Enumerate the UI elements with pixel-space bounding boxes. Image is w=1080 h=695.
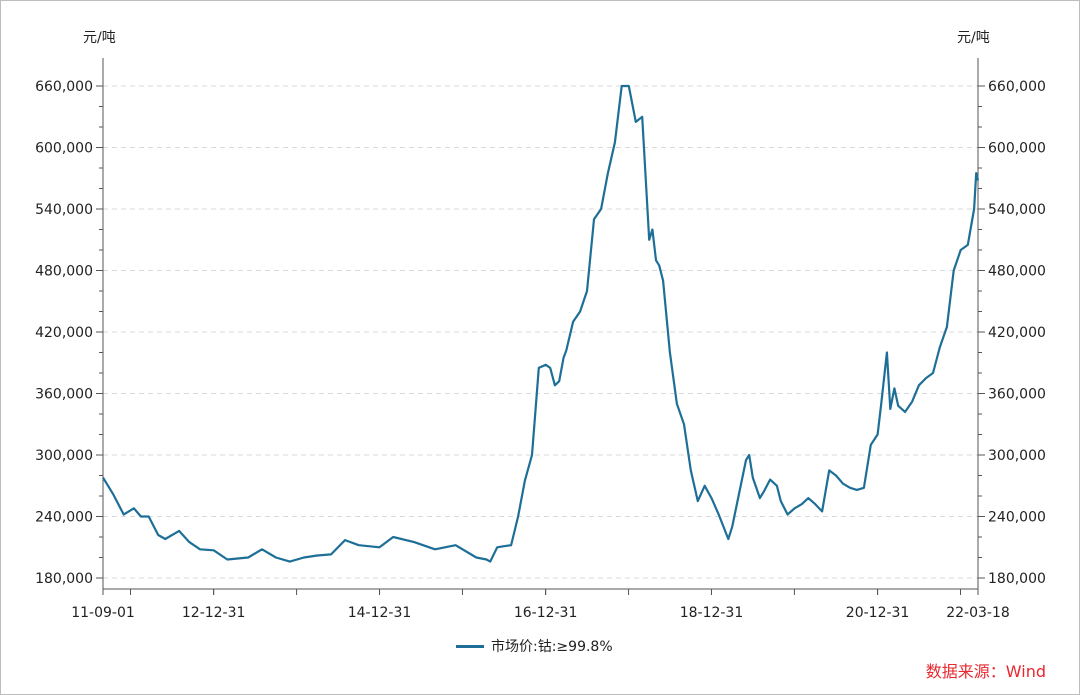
gridlines	[103, 85, 978, 579]
y-tick-label-right: 360,000	[988, 387, 1046, 403]
y-tick-label-right: 420,000	[988, 325, 1046, 341]
x-tick-label: 18-12-31	[680, 605, 744, 621]
y-tick-label-right: 540,000	[988, 202, 1046, 218]
axes	[96, 58, 985, 590]
y-axis-unit-left: 元/吨	[83, 30, 116, 46]
legend: 市场价:钴:≥99.8%	[456, 636, 613, 656]
series-line	[102, 84, 980, 563]
y-tick-label-left: 660,000	[35, 79, 93, 95]
x-tick-label: 22-03-18	[946, 605, 1010, 621]
y-tick-label-left: 420,000	[35, 325, 93, 341]
y-tick-label-right: 180,000	[988, 571, 1046, 587]
y-tick-label-left: 600,000	[35, 141, 93, 157]
y-tick-label-left: 180,000	[35, 571, 93, 587]
legend-label: 市场价:钴:≥99.8%	[491, 639, 613, 655]
legend-swatch	[456, 644, 484, 648]
y-axis-right: 180,000 240,000 300,000 360,000 420,000 480,0…	[988, 79, 1046, 587]
y-axis-unit-right: 元/吨	[957, 30, 990, 46]
y-tick-label-right: 600,000	[988, 141, 1046, 157]
y-tick-label-left: 360,000	[35, 387, 93, 403]
series-layer	[102, 84, 980, 563]
y-axis-left: 180,000 240,000 300,000 360,000 420,000 480,0…	[35, 79, 93, 587]
x-tick-label: 20-12-31	[846, 605, 910, 621]
y-tick-label-left: 540,000	[35, 202, 93, 218]
x-axis: 11-09-01 12-12-31 14-12-31 16-12-31 18-12-31…	[71, 589, 1010, 621]
y-tick-label-left: 240,000	[35, 510, 93, 526]
x-tick-label: 11-09-01	[71, 605, 135, 621]
x-tick-label: 12-12-31	[182, 605, 246, 621]
y-tick-label-right: 240,000	[988, 510, 1046, 526]
y-tick-label-right: 480,000	[988, 264, 1046, 280]
y-tick-label-left: 480,000	[35, 264, 93, 280]
source-note: 数据来源：Wind	[925, 662, 1046, 681]
y-tick-label-right: 300,000	[988, 448, 1046, 464]
x-tick-label: 14-12-31	[348, 605, 412, 621]
y-tick-label-left: 300,000	[35, 448, 93, 464]
x-tick-label: 16-12-31	[514, 605, 578, 621]
y-tick-label-right: 660,000	[988, 79, 1046, 95]
